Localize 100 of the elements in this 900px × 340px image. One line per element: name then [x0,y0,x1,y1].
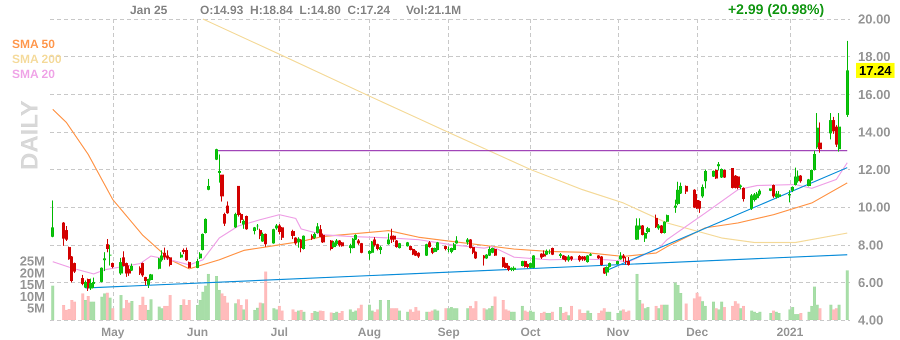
y-tick-label: 20.00 [858,12,891,26]
candlestick [737,176,740,190]
bar [758,312,762,320]
bar [108,298,112,320]
candlestick [524,260,527,268]
candlestick [605,266,609,276]
candlestick [204,218,207,234]
candlestick [846,40,849,118]
bar [245,299,248,320]
candlestick [641,224,644,236]
bar [750,310,754,320]
candlestick [444,245,447,251]
bar [51,286,54,320]
bar [646,307,650,320]
candlestick [234,212,237,228]
candlestick [65,225,68,242]
candlestick [775,190,778,200]
bar [502,300,505,320]
candlestick [51,200,54,238]
bar [141,296,144,320]
bar [722,307,726,320]
candlestick [532,254,535,269]
bar [368,304,371,320]
candlestick [338,240,341,248]
candlestick [201,232,204,251]
bar [608,312,612,320]
y-tick-label: 10.00 [858,200,891,215]
candlestick [526,263,529,269]
candlestick [106,238,109,253]
bar [584,312,587,320]
candlestick [220,174,224,202]
candlestick [545,248,548,256]
bar [796,314,800,320]
candlestick [657,224,660,230]
bar [340,311,344,320]
candlestick [513,266,516,272]
y-tick-label: 16.00 [858,86,891,102]
bar [258,302,262,320]
bar [275,309,278,320]
candlestick [502,256,505,268]
candlestick [180,252,183,258]
x-tick-label: Dec [686,325,708,339]
candlestick [450,247,453,254]
candlestick [578,254,581,262]
y-tick-label: 4.00 [858,312,884,328]
candlestick [109,244,112,266]
line-series [52,108,848,270]
bar [742,306,746,320]
text: SMA 200 [12,52,62,66]
bar [150,299,153,320]
candlestick [474,250,477,260]
bar [206,274,210,320]
candlestick [141,262,144,278]
candlestick [756,192,759,200]
candlestick [619,252,622,260]
bar [302,312,306,320]
candlestick [111,262,114,269]
candlestick [387,232,390,246]
candlestick [352,238,355,250]
candlestick [723,169,726,178]
candlestick [144,276,147,286]
bar [636,274,639,320]
candlestick [207,178,210,191]
bar [447,308,450,320]
candlestick [398,242,401,250]
candlestick [428,240,431,248]
candlestick [510,266,513,272]
bar [387,300,390,320]
bar [264,272,268,320]
candlestick [302,234,305,250]
bar [406,312,410,320]
candlestick [750,193,753,210]
line-series [202,18,848,244]
bar [529,310,532,320]
candlestick [409,245,412,251]
candlestick [521,260,524,267]
bar [624,312,628,320]
y-tick-label: 8.00 [858,237,884,252]
bar [376,309,380,320]
bar [570,306,573,320]
bar [829,304,832,320]
x-tick-label: Jul [270,325,288,339]
bar [474,301,478,320]
candlestick [794,167,797,186]
candlestick [712,170,715,178]
candlestick [581,256,584,262]
bar [62,304,66,320]
candlestick [551,247,554,256]
candlestick [600,256,603,266]
bar [838,304,841,320]
candlestick [685,184,688,194]
candlestick [739,184,742,190]
candlestick [660,224,663,234]
bar [73,302,76,320]
y-tick-label: 12.00 [858,162,891,177]
candlestick [635,218,639,241]
candlestick [185,247,188,262]
bar [600,310,604,320]
candlestick [281,226,284,241]
bar [832,309,836,320]
